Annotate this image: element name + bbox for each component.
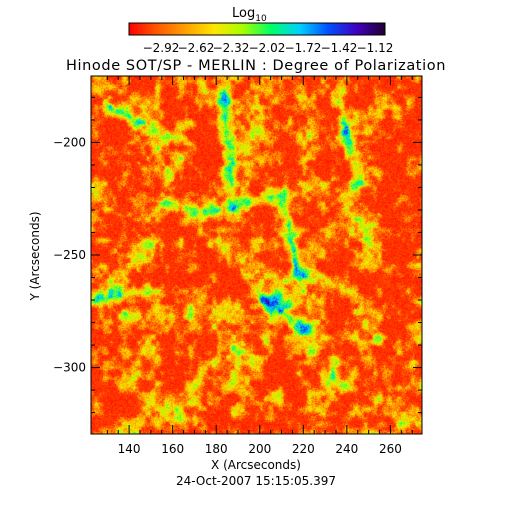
axis-ticks: 140 160 180 200 220 240 260 −200 −250 −300 bbox=[53, 76, 422, 456]
y-tick-label: −250 bbox=[53, 248, 86, 262]
colorbar-frame bbox=[128, 22, 386, 36]
colorbar-tick-label: −2.02 bbox=[249, 41, 286, 55]
colorbar-tick-label: −1.72 bbox=[285, 41, 322, 55]
heatmap-image bbox=[91, 76, 422, 434]
plot-area bbox=[90, 75, 423, 435]
colorbar-tick-label: −2.62 bbox=[178, 41, 215, 55]
colorbar-tick-label: −1.12 bbox=[357, 41, 394, 55]
x-tick-label: 260 bbox=[379, 442, 402, 456]
colorbar-tick-labels: −2.92−2.62−2.32 −2.02 −1.72 −1.42 −1.12 bbox=[143, 41, 394, 55]
colorbar-tick-label: −2.32 bbox=[213, 41, 250, 55]
y-axis-label: Y (Arcseconds) bbox=[28, 211, 42, 301]
colorbar-label-subscript: 10 bbox=[255, 14, 267, 24]
colorbar-gradient bbox=[129, 23, 385, 35]
colorbar-label: Log10 bbox=[232, 6, 267, 24]
x-tick-label: 180 bbox=[205, 442, 228, 456]
colorbar-tick-label: −1.42 bbox=[321, 41, 358, 55]
chart-title: Hinode SOT/SP - MERLIN : Degree of Polar… bbox=[66, 58, 446, 74]
timestamp: 24-Oct-2007 15:15:05.397 bbox=[176, 474, 336, 488]
x-tick-label: 140 bbox=[118, 442, 141, 456]
colorbar-tick-label: −2.92 bbox=[143, 41, 180, 55]
x-tick-label: 200 bbox=[248, 442, 271, 456]
x-tick-label: 240 bbox=[335, 442, 358, 456]
x-axis-label: X (Arcseconds) bbox=[211, 458, 301, 472]
y-tick-label: −200 bbox=[53, 135, 86, 149]
x-tick-label: 160 bbox=[161, 442, 184, 456]
colorbar bbox=[128, 22, 386, 36]
x-tick-label: 220 bbox=[292, 442, 315, 456]
y-tick-label: −300 bbox=[53, 361, 86, 375]
